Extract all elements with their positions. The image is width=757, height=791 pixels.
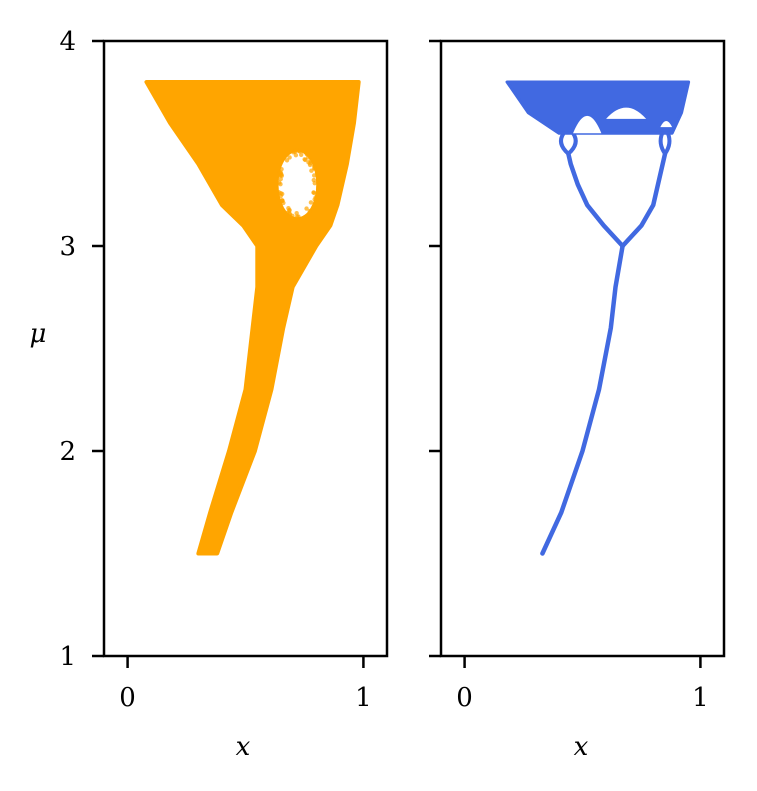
right-period4-loop-1: [558, 132, 578, 156]
left-y-ticks: 1 2 3 4: [59, 27, 104, 672]
left-scatter-point: [305, 155, 311, 160]
y-tick-label-2: 2: [59, 437, 76, 467]
left-scatter-point: [304, 206, 309, 211]
left-scatter-point: [284, 210, 290, 216]
right-x-axis-label: x: [574, 732, 589, 762]
left-scatter-point: [293, 152, 299, 158]
left-scatter-point: [297, 149, 303, 154]
right-x-tick-label-0: 0: [456, 683, 473, 713]
left-x-tick-label-1: 1: [355, 683, 372, 713]
left-scatter-point: [311, 163, 317, 169]
left-axes-frame: [102, 39, 389, 658]
left-scatter-point: [290, 213, 295, 218]
left-scatter-point: [294, 214, 300, 219]
left-scatter-point: [303, 157, 308, 163]
left-scatter-point: [311, 173, 317, 178]
right-x-tick-label-1: 1: [692, 683, 709, 713]
left-scatter-point: [309, 168, 314, 173]
left-scatter-point: [311, 190, 317, 196]
right-period4-loop-2: [658, 132, 672, 155]
left-scatter-point: [278, 176, 283, 182]
right-chaotic-gap-1: [573, 115, 602, 134]
right-plot-area: [441, 41, 724, 656]
left-scatter-point: [311, 177, 317, 183]
left-scatter-point: [307, 208, 312, 214]
right-chaotic-band: [505, 80, 691, 135]
right-chaotic-gap-2: [606, 107, 647, 119]
y-tick-label-1: 1: [59, 642, 76, 672]
left-scatter-series: [144, 80, 361, 556]
left-scatter-point: [308, 158, 314, 164]
left-x-tick-label-0: 0: [119, 683, 136, 713]
y-axis-label: μ: [30, 319, 47, 349]
left-scatter-point: [287, 155, 292, 160]
left-scatter-point: [293, 148, 298, 153]
left-scatter-point: [279, 191, 285, 197]
left-scatter-point: [284, 158, 290, 163]
left-scatter-point: [308, 200, 314, 205]
right-period2-lower-branch: [566, 151, 625, 249]
left-scatter-point: [298, 152, 304, 157]
left-scatter-point: [276, 190, 281, 195]
left-scatter-hole: [278, 151, 317, 218]
y-tick-label-4: 4: [59, 27, 76, 57]
y-tick-label-3: 3: [59, 232, 76, 262]
left-scatter-point: [278, 182, 283, 187]
left-scatter-point: [312, 197, 317, 202]
right-axes-frame: [439, 39, 726, 658]
left-scatter-point: [294, 211, 299, 216]
left-scatter-point: [280, 198, 285, 203]
right-chaotic-gap-3: [660, 120, 673, 128]
left-scatter-point: [276, 173, 281, 178]
right-period2-upper-branch: [620, 151, 668, 249]
right-y-ticks: [429, 39, 441, 658]
left-x-axis-label: x: [236, 732, 251, 762]
right-bifurcation-series: [505, 80, 691, 556]
right-stable-branch: [540, 243, 625, 556]
